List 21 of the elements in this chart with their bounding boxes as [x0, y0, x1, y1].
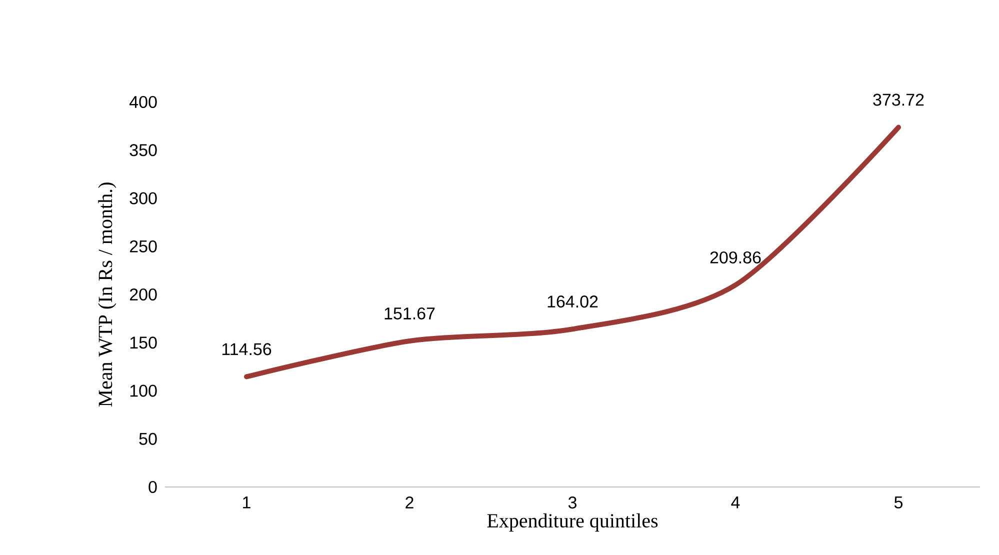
y-tick-label: 400 — [129, 96, 157, 108]
data-label: 373.72 — [873, 94, 924, 106]
y-tick-label: 150 — [130, 336, 157, 349]
x-tick-label: 3 — [568, 496, 576, 509]
x-tick-label: 1 — [243, 496, 250, 508]
data-label: 209.86 — [710, 251, 761, 264]
y-tick-label: 100 — [130, 384, 157, 397]
x-tick-label: 2 — [406, 496, 414, 508]
x-tick-label: 4 — [731, 496, 740, 508]
data-label: 151.67 — [384, 307, 435, 320]
y-tick-label: 200 — [130, 288, 157, 301]
y-axis-title: Mean WTP (In Rs / month.) — [98, 182, 116, 407]
data-label: 114.56 — [222, 343, 272, 356]
y-tick-label: 350 — [130, 144, 157, 156]
x-tick-label: 5 — [894, 496, 903, 508]
y-tick-label: 300 — [130, 192, 157, 204]
y-tick-label: 250 — [130, 240, 157, 252]
y-tick-label: 50 — [139, 432, 157, 445]
data-label: 164.02 — [548, 296, 598, 308]
y-tick-label: 0 — [148, 480, 157, 494]
x-axis-title: Expenditure quintiles — [487, 513, 658, 532]
